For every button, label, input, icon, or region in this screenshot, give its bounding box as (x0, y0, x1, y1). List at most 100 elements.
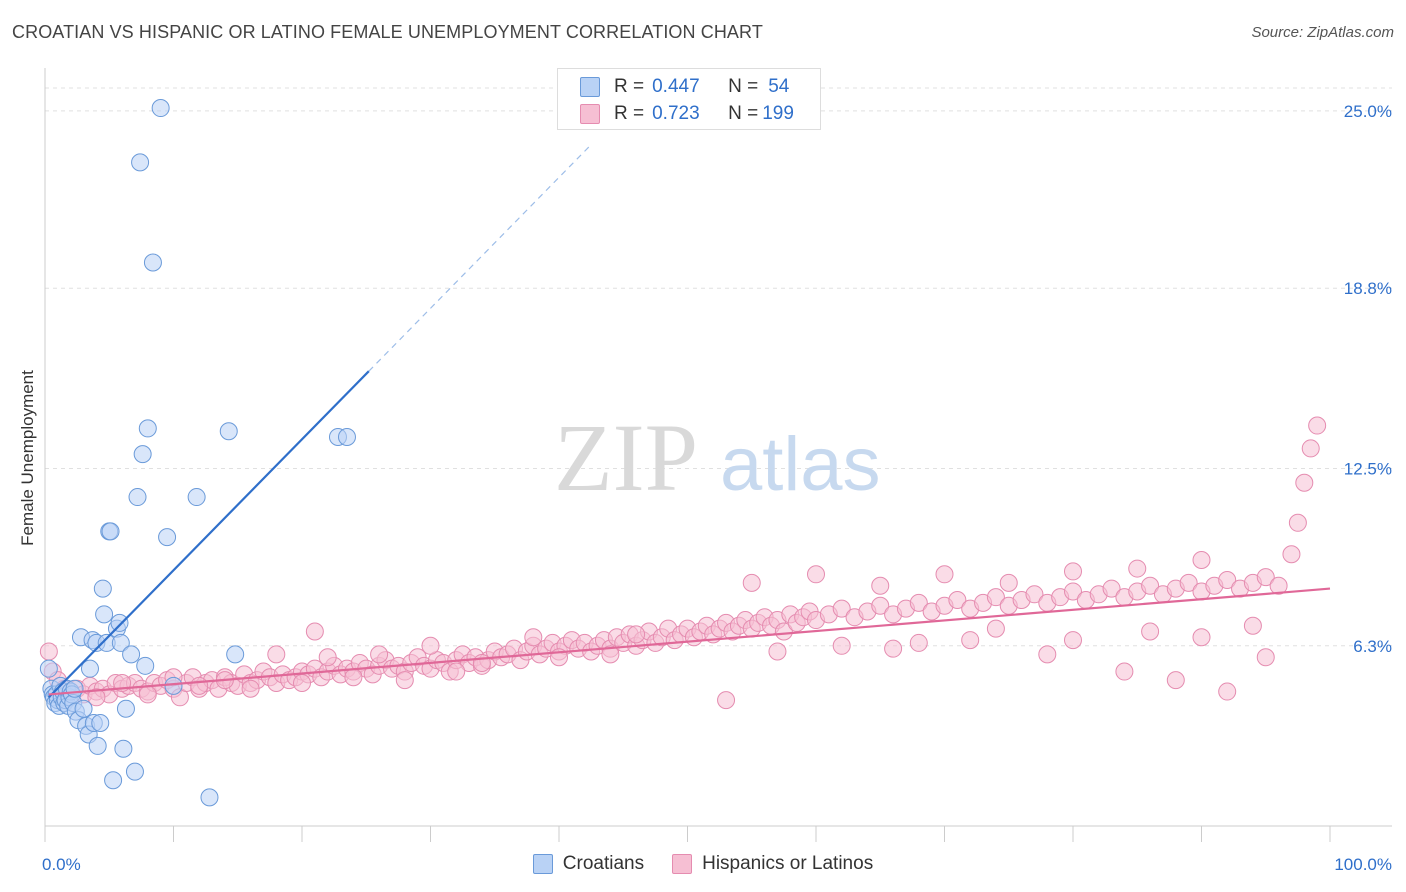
legend-swatch-pink (672, 854, 693, 874)
croatian-point (151, 99, 170, 118)
hispanic-point (370, 645, 389, 664)
watermark: ZIP atlas (554, 404, 881, 511)
hispanic-point (871, 576, 890, 595)
x-tick-labels: 0.0% 100.0% (42, 855, 1392, 874)
hispanic-point (87, 688, 106, 707)
hispanic-point (421, 636, 440, 655)
hispanic-point (1288, 513, 1307, 532)
hispanic-point (909, 593, 928, 612)
hispanic-point (1064, 631, 1082, 650)
hispanic-point (39, 642, 58, 661)
legend-swatch-blue (532, 854, 553, 874)
x-tick-label: 0.0% (42, 855, 81, 874)
hispanic-point (1038, 645, 1057, 664)
hispanic-point (1256, 648, 1275, 667)
axes (44, 68, 1392, 842)
hispanic-point (524, 628, 543, 647)
croatian-point (219, 422, 238, 441)
hispanic-point (601, 645, 620, 664)
croatian-point (88, 736, 107, 755)
legend-n-label: N = (728, 103, 759, 124)
hispanic-point (768, 642, 787, 661)
hispanic-point (1166, 671, 1185, 690)
hispanic-point (1218, 571, 1237, 590)
hispanic-point (774, 622, 793, 641)
y-axis-label: Female Unemployment (18, 370, 37, 546)
croatian-point (111, 633, 130, 652)
hispanic-point (999, 573, 1018, 592)
hispanic-point (293, 673, 311, 692)
hispanic-point (344, 668, 363, 687)
hispanic-point (1256, 568, 1275, 587)
hispanic-point (190, 676, 209, 695)
hispanic-point (1243, 616, 1262, 635)
legend-r-label: R = (614, 76, 645, 97)
croatian-point (110, 613, 129, 632)
legend-r-value: 0.723 (652, 103, 700, 124)
hispanic-point (138, 685, 157, 704)
hispanic-point (318, 648, 337, 667)
legend-item-hispanics: Hispanics or Latinos (672, 853, 873, 875)
hispanic-point (832, 599, 851, 618)
croatian-trend-extension (368, 144, 592, 372)
croatian-point (337, 427, 356, 446)
hispanic-point (1179, 573, 1198, 592)
hispanic-point (1192, 628, 1211, 647)
hispanic-point (1128, 559, 1147, 578)
legend-r-label: R = (614, 103, 645, 124)
croatian-point (200, 788, 219, 807)
croatian-points (39, 99, 356, 807)
hispanic-point (1064, 582, 1082, 601)
hispanic-point (305, 622, 324, 641)
croatian-point (133, 445, 152, 464)
hispanic-point (832, 636, 851, 655)
x-tick-label: 100.0% (1334, 855, 1392, 874)
hispanic-trend-line (48, 587, 1331, 696)
croatian-point (114, 739, 133, 758)
legend-n-label: N = (728, 76, 759, 97)
croatian-point (143, 253, 162, 272)
croatian-point (122, 645, 141, 664)
hispanic-point (472, 653, 491, 672)
legend-row-hispanics: R = 0.723 N = 199 (580, 102, 794, 126)
grid-lines (45, 87, 1392, 647)
legend-row-croatians: R = 0.447 N = 54 (580, 75, 789, 99)
hispanic-point (1141, 622, 1160, 641)
hispanic-point (1115, 662, 1134, 681)
hispanic-point (961, 631, 980, 650)
legend-r-value: 0.447 (652, 76, 700, 97)
hispanic-point (1269, 576, 1288, 595)
hispanic-point (1025, 585, 1044, 604)
croatian-point (187, 488, 206, 507)
y-tick-labels: 6.3% 12.5% 18.8% 25.0% (1344, 102, 1392, 656)
legend-n-value: 54 (768, 76, 790, 97)
croatian-point (39, 659, 58, 678)
hispanic-point (1141, 576, 1160, 595)
watermark-atlas: atlas (720, 422, 881, 507)
hispanic-point (241, 679, 260, 698)
hispanic-point (627, 625, 646, 644)
stats-legend: R = 0.447 N = 54 R = 0.723 N = 199 (557, 68, 821, 130)
hispanic-point (1102, 579, 1121, 598)
croatian-point (116, 699, 135, 718)
y-tick-label: 6.3% (1353, 637, 1392, 656)
chart-title: CROATIAN VS HISPANIC OR LATINO FEMALE UN… (12, 22, 763, 42)
hispanic-point (447, 662, 466, 681)
y-tick-label: 18.8% (1344, 279, 1392, 298)
legend-label-hispanics: Hispanics or Latinos (702, 853, 874, 874)
croatian-point (101, 522, 120, 541)
hispanic-point (986, 619, 1005, 638)
series-legend: Croatians Hispanics or Latinos (0, 851, 1406, 877)
hispanic-point (717, 691, 736, 710)
hispanic-point (267, 645, 286, 664)
hispanic-point (909, 633, 928, 652)
croatian-point (80, 659, 99, 678)
croatian-point (91, 714, 110, 733)
hispanic-point (1282, 545, 1301, 564)
hispanic-point (807, 565, 825, 584)
hispanic-point (1301, 439, 1320, 458)
hispanic-point (986, 588, 1005, 607)
croatian-point (125, 762, 144, 781)
croatian-trend-line (48, 370, 370, 699)
croatian-point (65, 679, 84, 698)
